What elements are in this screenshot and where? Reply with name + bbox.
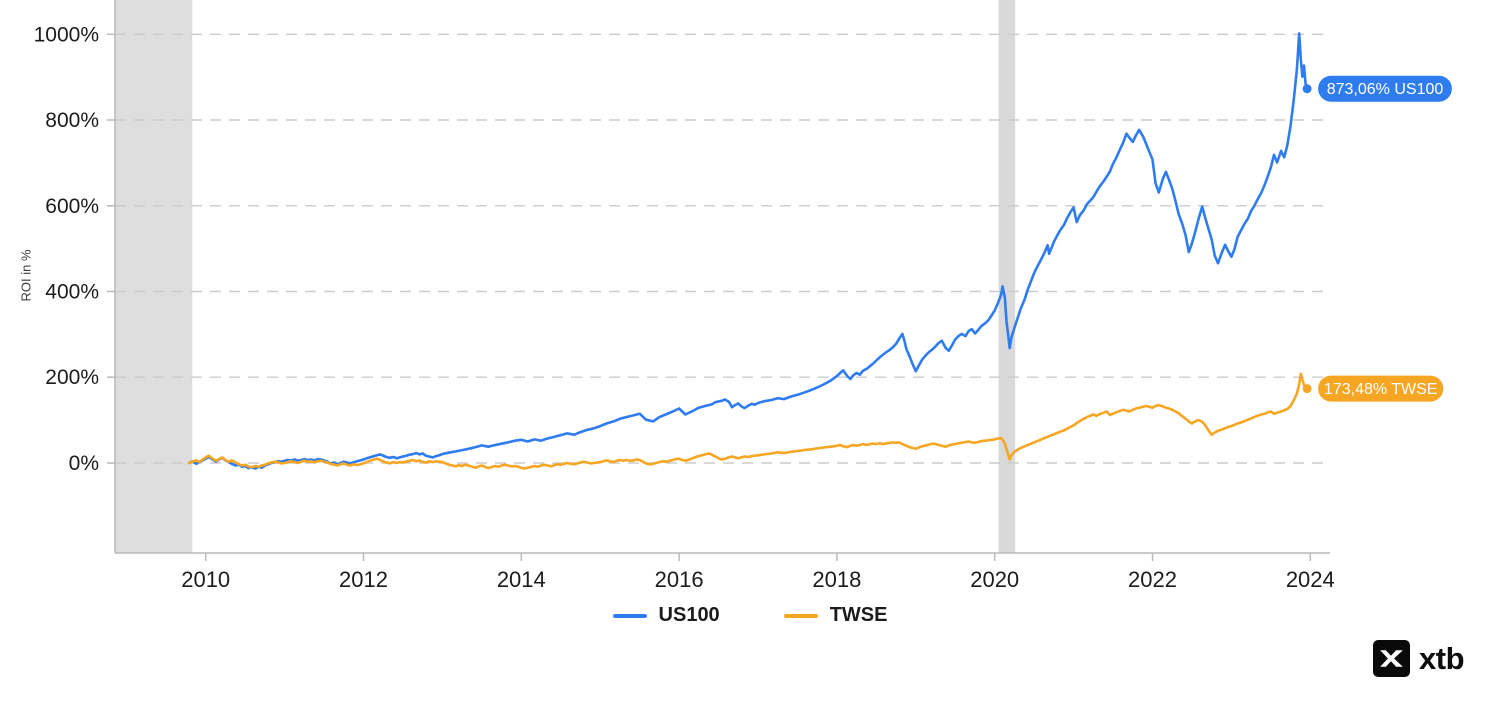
chart-legend: US100 TWSE — [0, 604, 1500, 627]
twse-end-label-text: 173,48% TWSE — [1324, 381, 1438, 398]
y-tick-label-0%: 0% — [69, 452, 99, 475]
us100-series-line — [187, 32, 1309, 470]
us100-end-label-pill — [1318, 75, 1452, 102]
legend-item-twse: TWSE — [783, 604, 888, 627]
y-axis-title: ROI in % — [18, 249, 34, 302]
twse-series-line — [187, 372, 1309, 470]
x-tick-label-2020: 2020 — [970, 567, 1019, 592]
xtb-logo: xtb — [1373, 640, 1465, 677]
xtb-logo-text: xtb — [1419, 640, 1465, 676]
legend-label-us100: US100 — [658, 604, 720, 626]
x-tick-label-2018: 2018 — [812, 567, 861, 592]
legend-swatch-us100 — [612, 613, 647, 618]
xtb-logo-mark — [1373, 640, 1410, 677]
us100-endpoint-dot — [1302, 84, 1312, 94]
y-tick-label-600%: 600% — [45, 195, 99, 218]
y-tick-label-400%: 400% — [45, 281, 99, 304]
x-tick-label-2022: 2022 — [1128, 567, 1177, 592]
legend-swatch-twse — [783, 613, 818, 618]
x-tick-label-2014: 2014 — [497, 567, 546, 592]
y-tick-label-200%: 200% — [45, 366, 99, 389]
x-tick-label-2010: 2010 — [181, 567, 230, 592]
covid-crash-shaded-band — [998, 0, 1016, 553]
y-tick-label-800%: 800% — [45, 109, 99, 132]
legend-label-twse: TWSE — [829, 604, 888, 626]
x-tick-label-2012: 2012 — [339, 567, 388, 592]
twse-end-label-pill — [1318, 375, 1444, 402]
us100-end-label-text: 873,06% US100 — [1327, 81, 1444, 98]
y-tick-label-1000%: 1000% — [34, 23, 99, 46]
legend-item-us100: US100 — [612, 604, 720, 627]
twse-endpoint-dot — [1302, 384, 1312, 394]
x-tick-label-2016: 2016 — [655, 567, 704, 592]
pre-start-shaded-region — [115, 0, 193, 553]
x-tick-label-2024: 2024 — [1286, 567, 1335, 592]
